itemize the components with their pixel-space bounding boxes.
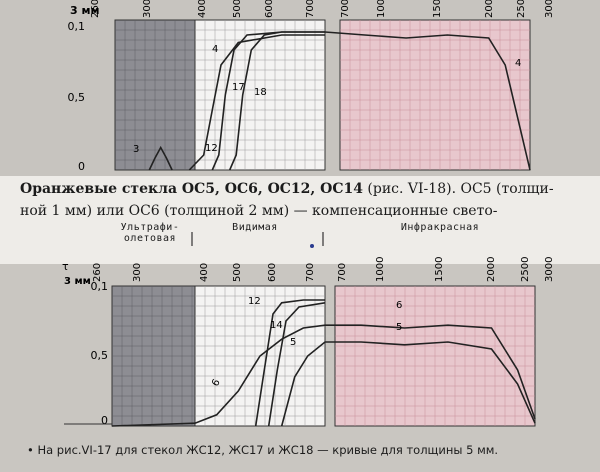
- region-label-ir: Инфракрасная: [400, 222, 480, 233]
- x-tick-top-left-260: 260: [90, 0, 101, 18]
- curve-bottom-series-6: [111, 324, 536, 427]
- bottom-figure: τ 3 мм 0,1 0,5 0 260 300 400 500 600 700 700 10…: [62, 232, 555, 427]
- x-tick-top-right-2000: 2000: [484, 0, 495, 18]
- curve-bottom-series-5: [280, 341, 536, 427]
- tau-label: τ: [62, 260, 69, 273]
- x-tick-top-left-300: 300: [142, 0, 153, 18]
- caption-line2: ной 1 мм) или ОС6 (толщиной 2 мм) — комп…: [20, 203, 498, 219]
- footnote: На рис.VI-17 для стекол ЖС12, ЖС17 и ЖС1…: [27, 443, 498, 457]
- curve-label-top-12: 12: [205, 143, 218, 154]
- curve-label-bottom-5-ir: 5: [396, 322, 402, 333]
- curve-top-series-12: [188, 34, 325, 171]
- x-ticks-top: 260 300 400 500 600 700 700 1000 1500 2000 2500 300…: [90, 0, 555, 18]
- x-tick-top-right-2500: 2500: [516, 0, 527, 18]
- x-tick-bottom-right-3000: 3000: [544, 257, 555, 282]
- caption-title: Оранжевые стекла ОС5, ОС6, ОС12, ОС14: [20, 181, 363, 197]
- x-tick-bottom-right-2000: 2000: [486, 257, 497, 282]
- y-tick-top-0-1: 0,1: [68, 20, 86, 33]
- curve-top-series-18: [228, 31, 325, 171]
- region-label-visible: Видимая: [232, 222, 278, 233]
- marker-dot-2: [310, 244, 314, 248]
- curve-label-top-18: 18: [254, 87, 267, 98]
- caption-band: [0, 176, 600, 264]
- x-tick-bottom-right-2500: 2500: [520, 257, 531, 282]
- ir-panel-top: [339, 19, 531, 171]
- curve-label-top-3: 3: [133, 144, 139, 155]
- caption-ref: (рис. VI-18).: [367, 181, 457, 197]
- y-tick-bottom-0-1: 0,1: [91, 280, 109, 293]
- x-tick-bottom-right-1000: 1000: [375, 257, 386, 282]
- figure-caption: Оранжевые стекла ОС5, ОС6, ОС12, ОС14 (р…: [20, 178, 584, 222]
- curves-top: [148, 31, 531, 171]
- visible-panel-top: [194, 19, 326, 171]
- curve-label-top-17: 17: [232, 82, 245, 93]
- x-tick-bottom-left-500: 500: [232, 263, 243, 282]
- y-tick-bottom-0: 0: [101, 414, 108, 427]
- x-tick-top-right-1000: 1000: [376, 0, 387, 18]
- x-tick-bottom-left-300: 300: [132, 263, 143, 282]
- curves-bottom: [111, 299, 536, 427]
- x-tick-bottom-left-600: 600: [267, 263, 278, 282]
- x-tick-bottom-left-400: 400: [199, 263, 210, 282]
- caption-tail: ОС5 (толщи-: [460, 181, 554, 197]
- x-tick-top-right-1500: 1500: [432, 0, 443, 18]
- curve-label-top-4: 4: [212, 44, 218, 55]
- curve-top-series-4: [324, 31, 531, 171]
- x-tick-bottom-left-260: 260: [92, 263, 103, 282]
- curve-bottom-series-12: [254, 299, 325, 427]
- top-figure: 3 мм 0,1 0,5 0 260 300 400 500 600 700 700 1000…: [68, 0, 556, 173]
- curve-label-bottom-5: 5: [290, 337, 296, 348]
- y-tick-bottom-0-5: 0,5: [91, 349, 109, 362]
- curve-label-top-4-ir: 4: [515, 58, 521, 69]
- y-tick-top-0: 0: [78, 160, 85, 173]
- grid-bottom: [112, 286, 535, 426]
- x-tick-top-right-700: 700: [340, 0, 351, 18]
- curve-label-bottom-12: 12: [248, 296, 261, 307]
- y-tick-top-0-5: 0,5: [68, 91, 86, 104]
- curve-label-bottom-6: 6: [210, 377, 223, 388]
- x-tick-top-left-700: 700: [305, 0, 316, 18]
- x-tick-bottom-right-1500: 1500: [434, 257, 445, 282]
- thickness-label-top: 3 мм: [70, 4, 99, 17]
- grid-top: [115, 20, 530, 170]
- x-tick-top-right-3000: 3000: [544, 0, 555, 18]
- curve-label-bottom-14: 14: [270, 320, 283, 331]
- x-tick-bottom-left-700: 700: [305, 263, 316, 282]
- x-tick-top-left-400: 400: [197, 0, 208, 18]
- x-ticks-bottom: 260 300 400 500 600 700 700 1000 1500 2000 2500 300…: [92, 257, 555, 282]
- curve-label-bottom-6-ir: 6: [396, 300, 402, 311]
- curve-top-series-3: [148, 145, 173, 171]
- region-label-uv: Ультрафи-олетовая: [120, 222, 180, 244]
- x-tick-top-left-600: 600: [264, 0, 275, 18]
- thickness-label-bottom: 3 мм: [64, 276, 91, 287]
- x-tick-top-left-500: 500: [232, 0, 243, 18]
- x-tick-bottom-right-700: 700: [337, 263, 348, 282]
- curve-bottom-series-14: [267, 302, 326, 427]
